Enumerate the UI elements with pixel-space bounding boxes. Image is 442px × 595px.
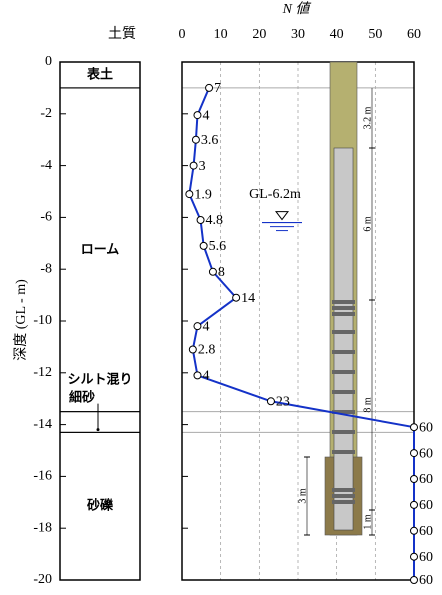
casing-annotation: 3.2 m bbox=[362, 106, 373, 129]
n-value-point bbox=[206, 84, 213, 91]
n-value-point bbox=[209, 268, 216, 275]
soil-label: 表土 bbox=[86, 66, 113, 82]
n-value-point bbox=[411, 475, 418, 482]
chart: N 値 土質 深度 (GL - m) 0 10 20 30 40 50 60 0 -2 -4 -6 -… bbox=[0, 0, 442, 590]
data-label: 4 bbox=[202, 319, 209, 334]
casing-annotation: 6 m bbox=[362, 216, 373, 232]
soil-label-line: 細砂 bbox=[69, 389, 95, 405]
water-level-label: GL-6.2m bbox=[249, 187, 301, 202]
data-label: 8 bbox=[218, 265, 225, 280]
data-label: 4 bbox=[202, 369, 209, 384]
y-tick-label: -4 bbox=[40, 158, 52, 173]
data-label: 60 bbox=[419, 446, 433, 461]
y-tick-label: -14 bbox=[33, 417, 52, 432]
n-value-point bbox=[411, 577, 418, 584]
x-tick-label: 30 bbox=[291, 27, 305, 42]
n-value-point bbox=[194, 112, 201, 119]
data-label: 1.9 bbox=[194, 187, 212, 202]
soil-label: 砂礫 bbox=[86, 498, 114, 514]
n-value-point bbox=[411, 501, 418, 508]
data-label: 23 bbox=[276, 395, 290, 410]
n-value-point bbox=[200, 242, 207, 249]
n-value-point bbox=[194, 323, 201, 330]
x-axis-label: N 値 bbox=[282, 1, 312, 17]
data-label: 7 bbox=[214, 81, 221, 96]
y-tick-label: -10 bbox=[33, 313, 52, 328]
data-label: 4.8 bbox=[206, 213, 224, 228]
soil-label: シルト混り細砂 bbox=[67, 372, 132, 405]
casing-annotation: 8 m bbox=[362, 397, 373, 413]
n-value-point bbox=[411, 527, 418, 534]
data-label: 4 bbox=[202, 108, 209, 123]
data-label: 60 bbox=[419, 524, 433, 539]
n-value-point bbox=[192, 136, 199, 143]
data-label: 60 bbox=[419, 550, 433, 565]
n-value-point bbox=[186, 191, 193, 198]
data-label: 60 bbox=[419, 472, 433, 487]
soil-label: 土質 bbox=[108, 26, 136, 42]
casing-annotation: 3 m bbox=[297, 488, 308, 504]
n-value-line bbox=[189, 88, 414, 580]
y-tick-label: -12 bbox=[33, 365, 52, 380]
data-label: 60 bbox=[419, 420, 433, 435]
data-label: 14 bbox=[241, 291, 255, 306]
x-tick-label: 10 bbox=[214, 27, 228, 42]
water-level-symbol bbox=[276, 212, 288, 220]
n-value-point bbox=[197, 216, 204, 223]
x-tick-label: 50 bbox=[368, 27, 382, 42]
casing-annotation: 1 m bbox=[362, 514, 373, 530]
n-value-point bbox=[233, 294, 240, 301]
soil-label-line: シルト混り bbox=[67, 372, 132, 387]
y-tick-label: -18 bbox=[33, 520, 52, 535]
n-value-point bbox=[411, 553, 418, 560]
y-tick-label: -2 bbox=[40, 106, 52, 121]
y-tick-label: -20 bbox=[33, 572, 52, 587]
n-value-point bbox=[194, 372, 201, 379]
data-label: 3.6 bbox=[201, 133, 219, 148]
soil-layer bbox=[60, 412, 140, 433]
leader-dot bbox=[97, 428, 100, 431]
data-label: 2.8 bbox=[198, 343, 216, 358]
n-value-point bbox=[189, 346, 196, 353]
well-casing bbox=[304, 62, 375, 535]
data-label: 60 bbox=[419, 573, 433, 588]
data-label: 3 bbox=[199, 159, 206, 174]
x-tick-label: 20 bbox=[252, 27, 266, 42]
n-value-point bbox=[411, 424, 418, 431]
y-tick-label: 0 bbox=[45, 54, 52, 69]
x-tick-label: 40 bbox=[330, 27, 344, 42]
n-value-point bbox=[411, 450, 418, 457]
data-label: 60 bbox=[419, 498, 433, 513]
y-tick-label: -16 bbox=[33, 469, 52, 484]
x-tick-label: 0 bbox=[179, 27, 186, 42]
x-tick-label: 60 bbox=[407, 27, 421, 42]
y-tick-label: -8 bbox=[40, 261, 52, 276]
n-value-point bbox=[267, 398, 274, 405]
data-label: 5.6 bbox=[209, 239, 227, 254]
soil-label: ローム bbox=[81, 242, 120, 257]
y-tick-label: -6 bbox=[40, 210, 52, 225]
n-value-point bbox=[190, 162, 197, 169]
y-axis-label: 深度 (GL - m) bbox=[13, 279, 29, 361]
